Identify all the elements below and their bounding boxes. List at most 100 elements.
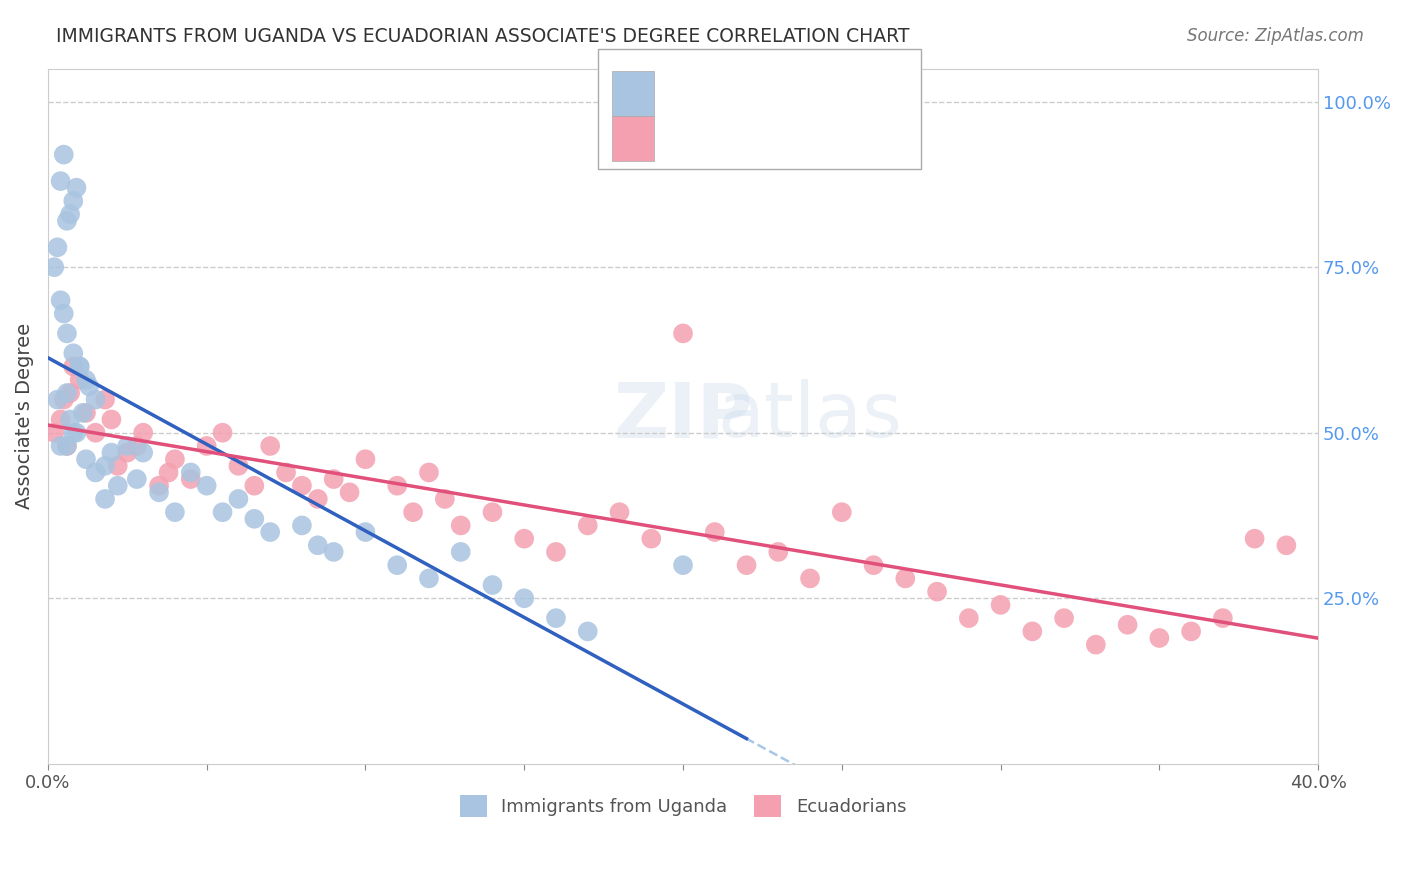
Point <box>125 472 148 486</box>
Point <box>65 180 87 194</box>
Point <box>450 518 472 533</box>
Point <box>259 524 281 539</box>
Point <box>1243 532 1265 546</box>
Point <box>56 439 79 453</box>
Point <box>59 386 82 401</box>
Point <box>117 445 139 459</box>
Point <box>339 485 361 500</box>
Point <box>69 359 91 374</box>
Point <box>69 359 91 374</box>
Point <box>163 505 186 519</box>
Point <box>46 392 69 407</box>
Point <box>195 439 218 453</box>
Point <box>195 479 218 493</box>
Point <box>75 452 97 467</box>
Point <box>799 571 821 585</box>
Text: R =  -0.273    N =  61: R = -0.273 N = 61 <box>661 118 872 137</box>
Point <box>100 412 122 426</box>
Point <box>640 532 662 546</box>
Point <box>354 452 377 467</box>
Point <box>211 505 233 519</box>
Point <box>72 406 94 420</box>
Point <box>894 571 917 585</box>
Point <box>1275 538 1298 552</box>
Point <box>243 512 266 526</box>
Point <box>148 479 170 493</box>
Point <box>49 439 72 453</box>
Point <box>1180 624 1202 639</box>
Point <box>862 558 884 573</box>
Point <box>84 392 107 407</box>
Point <box>59 207 82 221</box>
Point <box>354 524 377 539</box>
Point <box>513 591 536 606</box>
Point <box>735 558 758 573</box>
Point <box>1116 617 1139 632</box>
Point <box>418 466 440 480</box>
Point <box>1021 624 1043 639</box>
Point <box>291 518 314 533</box>
Point <box>544 611 567 625</box>
Point <box>387 479 409 493</box>
Point <box>56 386 79 401</box>
Point <box>1212 611 1234 625</box>
Point <box>481 578 503 592</box>
Point <box>307 491 329 506</box>
Point <box>69 373 91 387</box>
Point <box>56 439 79 453</box>
Point <box>211 425 233 440</box>
Point <box>46 240 69 254</box>
Text: Source: ZipAtlas.com: Source: ZipAtlas.com <box>1187 27 1364 45</box>
Legend: Immigrants from Uganda, Ecuadorians: Immigrants from Uganda, Ecuadorians <box>453 788 914 824</box>
Point <box>75 406 97 420</box>
Point <box>75 373 97 387</box>
Point <box>62 346 84 360</box>
Point <box>52 306 75 320</box>
Point <box>107 458 129 473</box>
Text: R =  -0.174    N =  54: R = -0.174 N = 54 <box>661 73 872 93</box>
Point <box>132 425 155 440</box>
Point <box>49 174 72 188</box>
Point <box>228 491 250 506</box>
Point <box>544 545 567 559</box>
Point <box>576 624 599 639</box>
Point <box>94 491 117 506</box>
Point <box>1053 611 1076 625</box>
Point <box>65 425 87 440</box>
Point <box>274 466 297 480</box>
Point <box>418 571 440 585</box>
Point <box>94 458 117 473</box>
Point <box>513 532 536 546</box>
Point <box>62 194 84 208</box>
Point <box>243 479 266 493</box>
Point <box>148 485 170 500</box>
Point <box>387 558 409 573</box>
Point <box>157 466 180 480</box>
Point <box>576 518 599 533</box>
Point <box>990 598 1012 612</box>
Point <box>44 260 66 275</box>
Point <box>1084 638 1107 652</box>
Point <box>402 505 425 519</box>
Text: atlas: atlas <box>717 379 903 453</box>
Point <box>77 379 100 393</box>
Point <box>1149 631 1171 645</box>
Point <box>672 558 695 573</box>
Point <box>322 545 344 559</box>
Point <box>957 611 980 625</box>
Point <box>768 545 790 559</box>
Point <box>163 452 186 467</box>
Point <box>609 505 631 519</box>
Point <box>703 524 725 539</box>
Point <box>62 425 84 440</box>
Point <box>49 293 72 308</box>
Point <box>84 425 107 440</box>
Point <box>672 326 695 341</box>
Y-axis label: Associate's Degree: Associate's Degree <box>15 323 34 509</box>
Point <box>56 214 79 228</box>
Point <box>59 412 82 426</box>
Point <box>450 545 472 559</box>
Point <box>62 359 84 374</box>
Point <box>117 439 139 453</box>
Point <box>180 472 202 486</box>
